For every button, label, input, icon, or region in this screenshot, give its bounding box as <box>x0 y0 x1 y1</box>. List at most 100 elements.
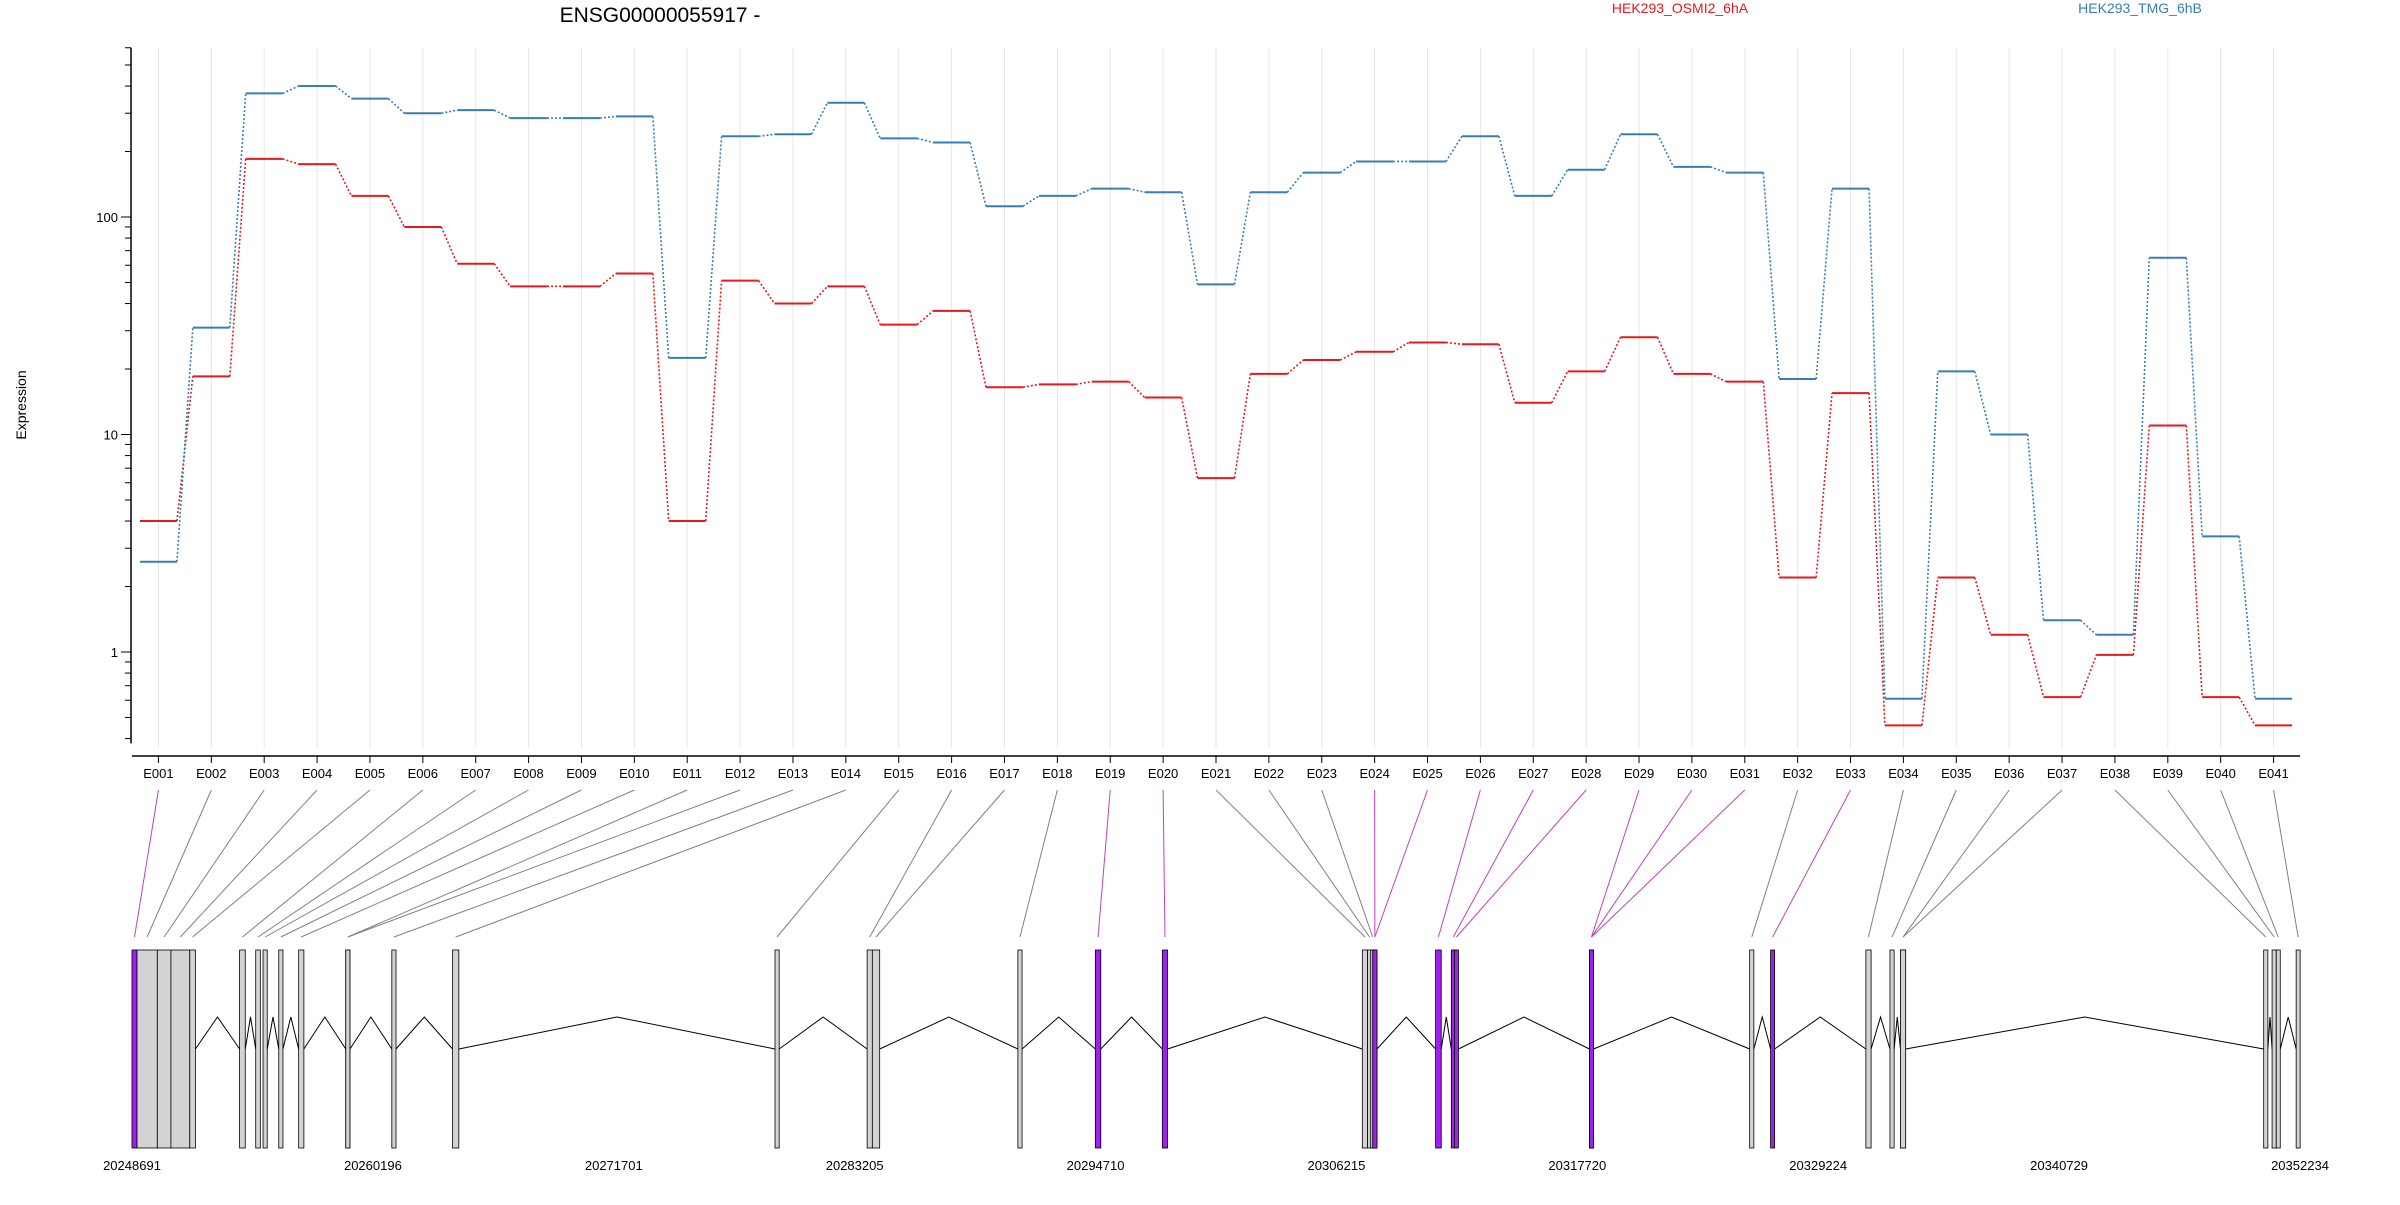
intron-line <box>1775 1017 1866 1049</box>
exon-connector-E032 <box>1752 790 1798 937</box>
exon-label: E005 <box>355 766 385 781</box>
exon-E033 <box>1771 950 1775 1148</box>
series-connector <box>1658 134 1674 167</box>
exon-E002 <box>137 950 157 1148</box>
exon-label: E012 <box>725 766 755 781</box>
series-connector <box>1235 192 1251 284</box>
exon-label: E032 <box>1782 766 1812 781</box>
exon-connector-E008 <box>265 790 528 937</box>
exon-E007 <box>256 950 261 1148</box>
exon-connector-E026 <box>1438 790 1480 937</box>
exon-label: E018 <box>1042 766 1072 781</box>
exon-label: E037 <box>2047 766 2077 781</box>
exon-connector-E022 <box>1269 790 1370 937</box>
exon-connector-E033 <box>1773 790 1851 937</box>
exon-E041 <box>2296 950 2300 1148</box>
exon-E009 <box>279 950 283 1148</box>
series-connector <box>1869 393 1885 725</box>
series-connector <box>1182 192 1198 284</box>
exon-E014 <box>453 950 459 1148</box>
exon-E015 <box>775 950 779 1148</box>
series-connector <box>1605 337 1621 371</box>
series-connector <box>336 86 352 99</box>
series-connector <box>1499 344 1515 402</box>
intron-line <box>396 1017 453 1049</box>
intron-line <box>267 1017 279 1049</box>
intron-line <box>1441 1017 1451 1049</box>
series-connector <box>1340 161 1356 172</box>
exon-label: E040 <box>2205 766 2235 781</box>
exon-E037 <box>1900 950 1905 1148</box>
series-connector <box>653 273 669 521</box>
series-connector <box>1552 170 1568 196</box>
exon-label: E039 <box>2153 766 2183 781</box>
exon-connector-E020 <box>1163 790 1165 937</box>
y-tick-label: 1 <box>111 645 118 660</box>
intron-line <box>304 1017 346 1049</box>
exon-label: E025 <box>1412 766 1442 781</box>
series-connector <box>2028 635 2044 697</box>
exon-E017 <box>872 950 879 1148</box>
exon-connector-E036 <box>1903 790 2009 937</box>
exon-label: E038 <box>2100 766 2130 781</box>
exon-label: E009 <box>566 766 596 781</box>
exon-connector-E006 <box>242 790 422 937</box>
chart-title: ENSG00000055917 - <box>560 4 761 27</box>
series-connector <box>283 159 299 164</box>
exon-label: E028 <box>1571 766 1601 781</box>
exon-E038 <box>2264 950 2268 1148</box>
exon-label: E019 <box>1095 766 1125 781</box>
coordinate-tick-label: 20271701 <box>585 1158 643 1173</box>
series-connector <box>2081 620 2097 635</box>
series-connector <box>811 286 827 303</box>
exon-E013 <box>392 950 396 1148</box>
series-connector <box>1763 382 1779 578</box>
exon-E006 <box>240 950 246 1148</box>
exon-label: E001 <box>143 766 173 781</box>
exon-connector-E038 <box>2115 790 2266 937</box>
exon-label: E030 <box>1677 766 1707 781</box>
exon-connector-E011 <box>348 790 687 937</box>
exon-connector-E023 <box>1322 790 1373 937</box>
exon-connector-E040 <box>2221 790 2279 937</box>
intron-line <box>1022 1017 1095 1049</box>
series-connector <box>1393 342 1409 351</box>
intron-line <box>1754 1017 1771 1049</box>
series-connector <box>1710 374 1726 382</box>
coordinate-tick-label: 20260196 <box>344 1158 402 1173</box>
series-connector <box>1235 374 1251 478</box>
exon-E018 <box>1018 950 1022 1148</box>
exon-label: E022 <box>1254 766 1284 781</box>
series-connector <box>1446 136 1462 161</box>
series-connector <box>2133 258 2149 635</box>
intron-line <box>1593 1017 1749 1049</box>
series-connector <box>336 164 352 196</box>
series-connector <box>1340 352 1356 360</box>
exon-connector-E016 <box>870 790 952 937</box>
intron-line <box>1458 1017 1589 1049</box>
exon-connector-E019 <box>1098 790 1110 937</box>
exon-E028 <box>1454 950 1458 1148</box>
exon-label: E014 <box>831 766 861 781</box>
exon-E008 <box>263 950 267 1148</box>
exon-E031 <box>1589 950 1593 1148</box>
series-connector <box>1287 173 1303 193</box>
exon-connector-E010 <box>301 790 634 937</box>
y-axis-label: Expression <box>13 370 29 439</box>
exon-E039 <box>2272 950 2276 1148</box>
exon-label: E036 <box>1994 766 2024 781</box>
series-connector <box>1552 371 1568 402</box>
intron-line <box>283 1017 299 1049</box>
series-connector <box>970 311 986 387</box>
series-connector <box>230 93 246 327</box>
series-connector <box>1023 196 1039 206</box>
exon-E019 <box>1095 950 1100 1148</box>
series-connector <box>1129 189 1145 193</box>
coordinate-tick-label: 20248691 <box>103 1158 161 1173</box>
exon-E035 <box>1890 950 1894 1148</box>
series-connector <box>441 227 457 264</box>
